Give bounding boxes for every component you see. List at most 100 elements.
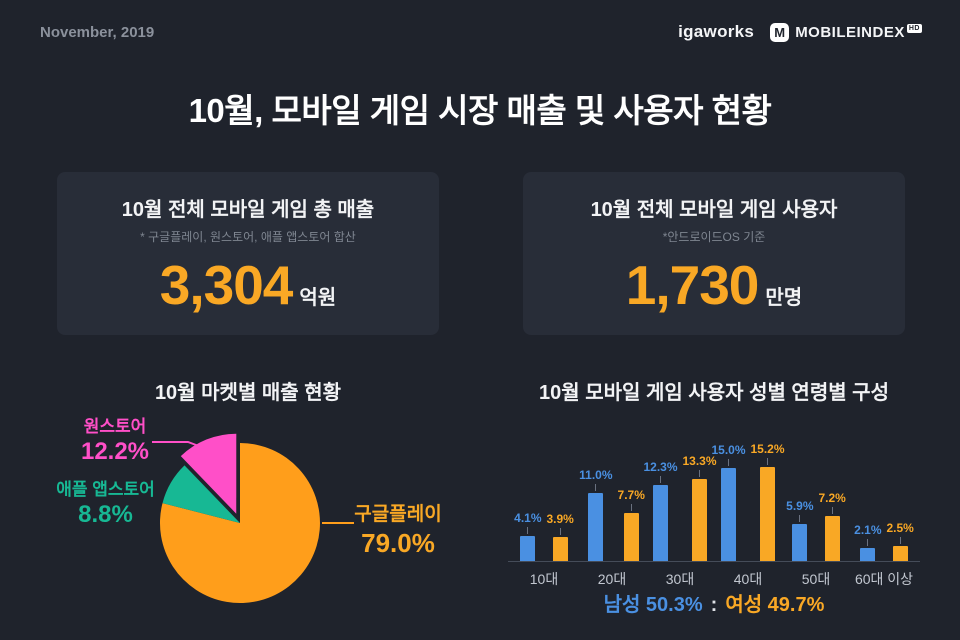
bars-row: 4.1% 3.9% 11.0% 7.7% 12.3% 13.3% 15.0% 15.2% 5.9… bbox=[508, 416, 920, 562]
bar-value-label: 11.0% bbox=[579, 467, 613, 482]
google-percent: 79.0% bbox=[361, 527, 435, 558]
bar-leader-line bbox=[595, 483, 597, 491]
category-label: 10대 bbox=[529, 571, 559, 587]
bar-group-2: 12.3% 13.3% bbox=[643, 454, 717, 561]
pie-label-google: 구글플레이 79.0% bbox=[338, 503, 458, 559]
bar-col-남성-5: 2.1% bbox=[854, 523, 882, 561]
users-card-subtitle: *안드로이드OS 기준 bbox=[662, 230, 766, 244]
bar bbox=[792, 524, 808, 561]
bar-group-3: 15.0% 15.2% bbox=[711, 442, 785, 561]
bar-value-label: 2.1% bbox=[854, 523, 882, 537]
pie-slice-0 bbox=[159, 443, 320, 603]
bar bbox=[652, 484, 668, 561]
male-ratio: 남성 50.3% bbox=[603, 594, 703, 616]
pie-label-apple: 애플 앱스토어 8.8% bbox=[38, 479, 173, 530]
ratio-separator: : bbox=[710, 594, 718, 616]
gender-ratio-footer: 남성 50.3%: 여성 49.7% bbox=[523, 588, 905, 617]
brand-logos: igaworks M MOBILEINDEX HD bbox=[678, 22, 922, 42]
revenue-card-subtitle: * 구글플레이, 원스토어, 애플 앱스토어 합산 bbox=[140, 230, 356, 244]
bar-col-여성-0: 3.9% bbox=[547, 512, 574, 561]
apple-label: 애플 앱스토어 bbox=[56, 480, 155, 499]
onestore-leader-line bbox=[152, 441, 205, 449]
google-label: 구글플레이 bbox=[354, 504, 442, 525]
category-axis: 10대 20대 30대 40대 50대 60대 이상 bbox=[508, 569, 920, 589]
category-label: 20대 bbox=[597, 571, 627, 587]
pie-slice-1 bbox=[162, 465, 240, 523]
revenue-card: 10월 전체 모바일 게임 총 매출 * 구글플레이, 원스토어, 애플 앱스토… bbox=[57, 172, 439, 335]
bar-col-남성-0: 4.1% bbox=[514, 510, 542, 561]
bar-value-label: 4.1% bbox=[514, 510, 542, 525]
bar bbox=[623, 513, 639, 561]
bar-value-label: 12.3% bbox=[643, 459, 678, 474]
category-label: 60대 이상 bbox=[854, 571, 914, 587]
bar bbox=[824, 516, 840, 561]
revenue-card-title: 10월 전체 모바일 게임 총 매출 bbox=[121, 199, 375, 221]
pie-label-onestore: 원스토어 12.2% bbox=[50, 416, 180, 467]
bar-group-4: 5.9% 7.2% bbox=[786, 491, 846, 561]
bar bbox=[520, 535, 536, 561]
bar-value-label: 7.7% bbox=[617, 488, 645, 503]
bar bbox=[720, 468, 736, 561]
bar-col-남성-4: 5.9% bbox=[786, 499, 814, 561]
bar-group-1: 11.0% 7.7% bbox=[579, 467, 645, 561]
bar-leader-line bbox=[527, 526, 529, 534]
bar-leader-line bbox=[630, 504, 632, 512]
category-label: 30대 bbox=[665, 571, 695, 587]
bar-value-label: 15.0% bbox=[711, 443, 746, 457]
users-unit: 만명 bbox=[765, 287, 803, 309]
igaworks-logo: igaworks bbox=[678, 22, 755, 41]
apple-percent: 8.8% bbox=[78, 501, 133, 529]
mobileindex-text: MOBILEINDEX bbox=[795, 23, 905, 41]
bar bbox=[692, 478, 708, 561]
bar-col-여성-4: 7.2% bbox=[819, 491, 846, 561]
bar-col-여성-3: 15.2% bbox=[751, 442, 785, 561]
bar-col-여성-2: 13.3% bbox=[682, 453, 717, 561]
bar-value-label: 2.5% bbox=[886, 520, 914, 535]
revenue-card-valuerow: 3,304 억원 bbox=[57, 253, 439, 317]
bar-section-title: 10월 모바일 게임 사용자 성별 연령별 구성 bbox=[539, 382, 889, 404]
bar-leader-line bbox=[699, 469, 701, 477]
mobileindex-logo: MOBILEINDEX HD bbox=[795, 23, 922, 41]
users-card: 10월 전체 모바일 게임 사용자 *안드로이드OS 기준 1,730 만명 bbox=[523, 172, 905, 335]
bar-leader-line bbox=[727, 459, 729, 466]
hd-badge: HD bbox=[906, 23, 922, 33]
bar bbox=[760, 466, 776, 561]
pie-section-title: 10월 마켓별 매출 현황 bbox=[154, 382, 342, 404]
bar-value-label: 13.3% bbox=[682, 453, 717, 468]
users-value: 1,730 bbox=[625, 254, 760, 316]
users-card-valuerow: 1,730 만명 bbox=[523, 253, 905, 317]
bar-leader-line bbox=[867, 539, 869, 546]
age-gender-bar-chart: 4.1% 3.9% 11.0% 7.7% 12.3% 13.3% 15.0% 15.2% 5.9… bbox=[508, 416, 920, 589]
female-ratio: 여성 49.7% bbox=[725, 594, 825, 616]
bar bbox=[860, 548, 876, 561]
users-card-title: 10월 전체 모바일 게임 사용자 bbox=[590, 199, 838, 221]
bar-value-label: 7.2% bbox=[818, 491, 846, 506]
bar-leader-line bbox=[899, 536, 901, 544]
revenue-unit: 억원 bbox=[299, 287, 337, 309]
bar-leader-line bbox=[559, 527, 561, 535]
bar bbox=[552, 536, 568, 561]
revenue-value: 3,304 bbox=[159, 254, 294, 316]
bar-value-label: 3.9% bbox=[546, 511, 574, 526]
bar-group-0: 4.1% 3.9% bbox=[514, 511, 574, 561]
category-label: 40대 bbox=[733, 571, 763, 587]
bar bbox=[892, 545, 908, 561]
onestore-label: 원스토어 bbox=[83, 417, 147, 436]
pie-slice-2 bbox=[180, 433, 237, 514]
category-label: 50대 bbox=[801, 571, 831, 587]
bar-value-label: 5.9% bbox=[786, 499, 814, 514]
bar-group-5: 2.1% 2.5% bbox=[854, 520, 914, 561]
onestore-percent: 12.2% bbox=[80, 438, 150, 466]
bar-col-남성-2: 12.3% bbox=[643, 459, 678, 561]
bar-value-label: 15.2% bbox=[750, 441, 785, 456]
bar-col-여성-5: 2.5% bbox=[886, 520, 914, 561]
bar-leader-line bbox=[767, 457, 769, 465]
bar-col-남성-3: 15.0% bbox=[711, 443, 746, 561]
page-title: 10월, 모바일 게임 시장 매출 및 사용자 현황 bbox=[188, 92, 772, 129]
header-date: November, 2019 bbox=[40, 24, 155, 41]
bar-leader-line bbox=[799, 515, 801, 523]
bar bbox=[588, 492, 604, 561]
mobileindex-m-icon: M bbox=[770, 22, 790, 42]
bar-leader-line bbox=[659, 475, 661, 483]
